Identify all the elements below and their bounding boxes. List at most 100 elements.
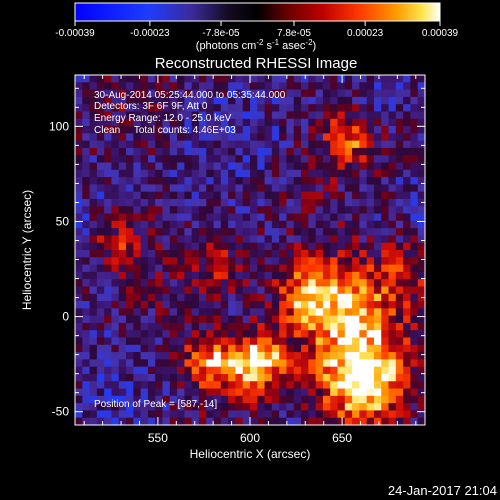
heatmap-cell — [359, 286, 368, 295]
heatmap-cell — [250, 395, 258, 404]
heatmap-cell — [395, 264, 404, 273]
heatmap-cell — [155, 293, 163, 302]
heatmap-cell — [330, 315, 338, 324]
heatmap-cell — [286, 191, 295, 200]
heatmap-cell — [177, 301, 185, 309]
heatmap-cell — [264, 293, 273, 302]
heatmap-cell — [213, 301, 222, 309]
heatmap-cell — [96, 410, 105, 419]
heatmap-cell — [330, 96, 338, 105]
heatmap-cell — [198, 344, 207, 353]
heatmap-cell — [264, 352, 273, 360]
x-axis-label: Heliocentric X (arcsec) — [190, 447, 311, 461]
heatmap-cell — [373, 359, 382, 368]
heatmap-cell — [395, 359, 404, 368]
heatmap-cell — [352, 235, 360, 244]
heatmap-cell — [155, 395, 163, 404]
heatmap-cell — [177, 257, 185, 265]
heatmap-cell — [104, 242, 112, 251]
heatmap-cell — [235, 169, 244, 178]
heatmap-cell — [198, 96, 207, 105]
heatmap-cell — [111, 75, 120, 83]
heatmap-cell — [75, 96, 83, 105]
heatmap-cell — [286, 315, 295, 324]
heatmap-cell — [279, 322, 287, 331]
heatmap-cell — [140, 133, 149, 142]
heatmap-cell — [118, 381, 127, 389]
heatmap-cell — [147, 89, 156, 98]
heatmap-cell — [228, 177, 236, 185]
heatmap-cell — [366, 315, 375, 324]
heatmap-cell — [228, 96, 236, 105]
heatmap-cell — [118, 169, 127, 178]
heatmap-cell — [373, 177, 382, 185]
heatmap-cell — [410, 177, 419, 185]
heatmap-cell — [169, 322, 178, 331]
heatmap-cell — [308, 330, 317, 338]
heatmap-cell — [177, 213, 185, 222]
heatmap-cell — [403, 279, 411, 287]
heatmap-cell — [322, 213, 331, 222]
heatmap-cell — [293, 308, 302, 317]
heatmap-cell — [213, 264, 222, 273]
heatmap-cell — [191, 213, 200, 222]
heatmap-cell — [271, 191, 280, 200]
heatmap-cell — [162, 337, 171, 346]
heatmap-cell — [373, 220, 382, 229]
heatmap-cell — [264, 126, 273, 134]
heatmap-cell — [162, 322, 171, 331]
heatmap-cell — [366, 140, 375, 149]
heatmap-cell — [257, 359, 265, 368]
heatmap-cell — [126, 169, 134, 178]
heatmap-cell — [264, 381, 273, 389]
heatmap-cell — [118, 264, 127, 273]
heatmap-cell — [322, 75, 331, 83]
heatmap-cell — [301, 191, 309, 200]
heatmap-cell — [417, 177, 425, 185]
heatmap-cell — [242, 198, 251, 207]
heatmap-cell — [104, 330, 112, 338]
heatmap-cell — [162, 366, 171, 375]
heatmap-cell — [257, 403, 265, 411]
heatmap-cell — [410, 82, 419, 90]
heatmap-cell — [206, 264, 214, 273]
heatmap-cell — [118, 286, 127, 295]
heatmap-cell — [206, 417, 214, 425]
heatmap-cell — [118, 191, 127, 200]
heatmap-cell — [126, 264, 134, 273]
heatmap-cell — [191, 352, 200, 360]
heatmap-cell — [140, 388, 149, 397]
heatmap-cell — [242, 264, 251, 273]
heatmap-cell — [344, 301, 353, 309]
heatmap-cell — [75, 75, 83, 83]
heatmap-cell — [322, 344, 331, 353]
heatmap-cell — [235, 118, 244, 127]
heatmap-cell — [82, 286, 90, 295]
heatmap-cell — [155, 140, 163, 149]
heatmap-cell — [271, 89, 280, 98]
heatmap-cell — [111, 89, 120, 98]
heatmap-cell — [359, 344, 368, 353]
heatmap-cell — [111, 286, 120, 295]
heatmap-cell — [344, 140, 353, 149]
heatmap-cell — [133, 147, 142, 156]
heatmap-cell — [257, 257, 265, 265]
heatmap-cell — [213, 315, 222, 324]
heatmap-cell — [82, 89, 90, 98]
heatmap-cell — [373, 417, 382, 425]
heatmap-cell — [111, 155, 120, 163]
heatmap-cell — [220, 395, 229, 404]
heatmap-cell — [315, 315, 324, 324]
colorbar-tick-label: 7.8e-05 — [277, 28, 311, 39]
heatmap-cell — [184, 271, 193, 280]
heatmap-cell — [191, 133, 200, 142]
heatmap-cell — [286, 96, 295, 105]
heatmap-cell — [322, 96, 331, 105]
heatmap-cell — [308, 271, 317, 280]
heatmap-cell — [75, 177, 83, 185]
heatmap-cell — [410, 315, 419, 324]
heatmap-cell — [410, 126, 419, 134]
heatmap-cell — [403, 301, 411, 309]
heatmap-cell — [96, 155, 105, 163]
heatmap-cell — [403, 337, 411, 346]
